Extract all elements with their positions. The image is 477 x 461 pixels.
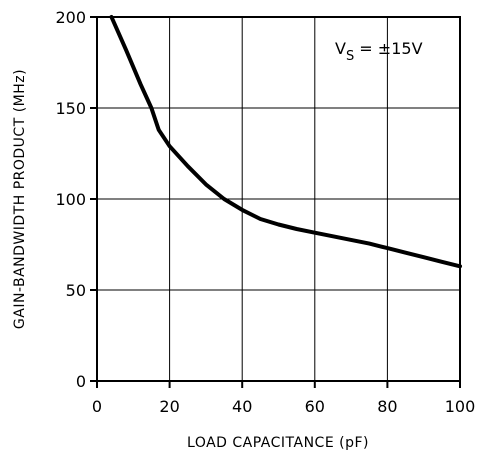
y-axis-label: GAIN-BANDWIDTH PRODUCT (MHz) bbox=[12, 69, 28, 329]
annotation-subscript: S bbox=[346, 49, 354, 64]
x-tick-label-60: 60 bbox=[305, 397, 325, 416]
y-tick-label-0: 0 bbox=[76, 372, 86, 391]
x-tick-label-80: 80 bbox=[377, 397, 397, 416]
x-axis-label: LOAD CAPACITANCE (pF) bbox=[187, 435, 369, 451]
x-tick-label-40: 40 bbox=[232, 397, 252, 416]
grid-lines bbox=[97, 17, 460, 381]
y-tick-label-100: 100 bbox=[55, 190, 86, 209]
annotation-v: V bbox=[335, 39, 346, 58]
y-tick-label-50: 50 bbox=[66, 281, 86, 300]
series-line-gbw bbox=[109, 15, 462, 269]
x-tick-labels: 0 20 40 60 80 100 bbox=[92, 381, 475, 416]
y-tick-labels: 0 50 100 150 200 bbox=[55, 8, 97, 391]
x-tick-label-100: 100 bbox=[445, 397, 476, 416]
supply-voltage-annotation: VS = ±15V bbox=[335, 39, 423, 64]
x-tick-label-0: 0 bbox=[92, 397, 102, 416]
x-tick-label-20: 20 bbox=[159, 397, 179, 416]
y-tick-label-150: 150 bbox=[55, 99, 86, 118]
annotation-rest: = ±15V bbox=[354, 39, 422, 58]
y-tick-label-200: 200 bbox=[55, 8, 86, 27]
